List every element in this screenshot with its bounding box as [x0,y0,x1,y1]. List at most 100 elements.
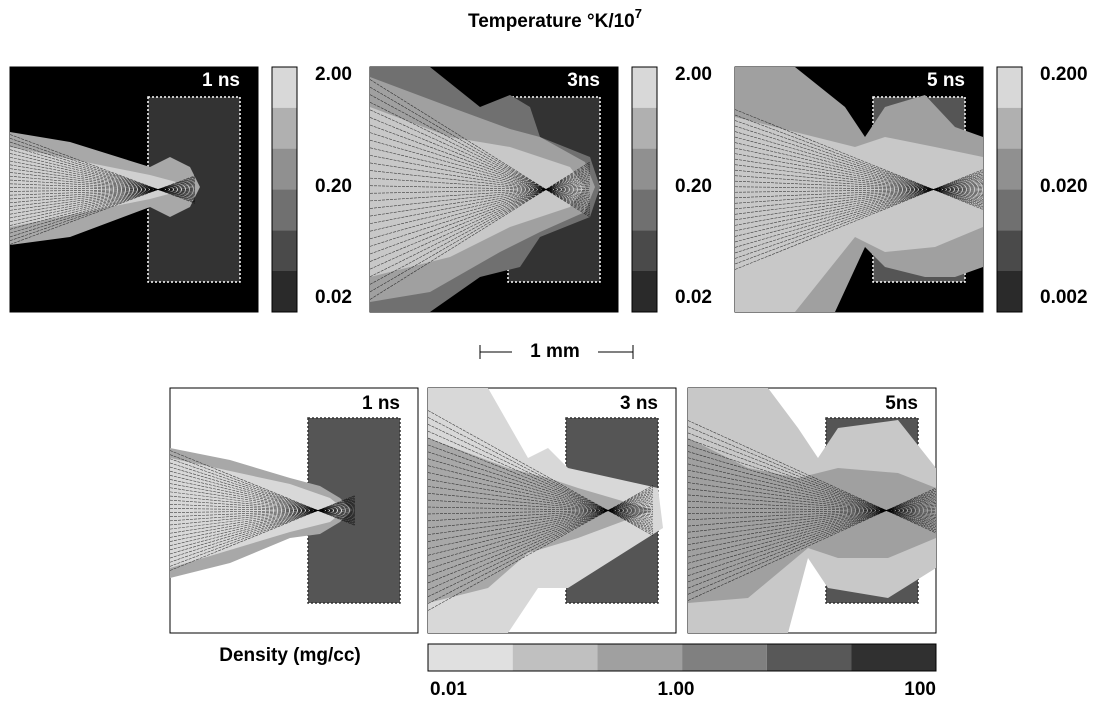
laser-ray [427,497,654,563]
laser-ray [734,178,984,232]
laser-ray [734,187,984,199]
laser-ray [734,147,984,201]
colorbar-title: Density (mg/cc) [219,645,360,666]
panel: 1 ns [9,66,259,313]
laser-ray [9,164,196,196]
colorbar-label: 100 [904,679,936,700]
laser-ray [369,132,591,205]
laser-ray [687,507,937,521]
colorbar-segment [428,644,513,671]
laser-ray [369,177,591,193]
colorbar-label: 0.01 [430,679,467,700]
colorbar-segment [766,644,852,671]
colorbar-frame [996,66,1023,313]
laser-ray [9,176,196,241]
laser-ray [169,491,356,516]
colorbar-segment [632,271,657,312]
laser-ray [9,138,196,203]
laser-ray [169,504,356,534]
laser-ray [734,125,984,206]
laser-ray [734,175,984,194]
colorbar-segment [851,644,937,671]
laser-ray [169,506,356,526]
laser-ray [427,490,654,591]
laser-ray [369,139,591,203]
laser-ray [369,124,591,206]
laser-ray [169,466,356,522]
colorbar-segment [997,230,1022,271]
scale-bar-label: 1 mm [530,341,580,362]
colorbar-frame [631,66,658,313]
laser-ray [427,486,654,604]
colorbar-segment [997,271,1022,312]
laser-ray [427,500,654,549]
laser-ray [9,134,196,204]
colorbar-segment [272,271,297,312]
laser-ray [369,117,591,208]
colorbar-segment [597,644,683,671]
laser-ray [427,437,654,529]
laser-ray [427,488,654,597]
laser-ray [687,494,937,515]
laser-ray [687,497,937,564]
laser-ray [687,493,937,576]
laser-ray [427,417,654,535]
colorbar-label: 2.00 [315,64,352,85]
colorbar-label: 0.200 [1040,64,1088,85]
laser-ray [427,472,654,521]
laser-ray [169,454,356,525]
panel: 3ns [369,66,619,313]
laser-ray [369,161,591,300]
laser-ray [369,170,591,195]
laser-ray [687,451,937,526]
laser-ray [734,131,984,205]
laser-ray [9,175,196,245]
colorbar-label: 0.02 [315,287,352,308]
laser-ray [369,184,591,209]
colorbar-label: 1.00 [658,679,695,700]
colorbar-segment [272,148,297,190]
laser-ray [427,499,654,556]
plume-region [428,438,653,603]
laser-ray [369,174,591,247]
panel: 5 ns [734,66,984,313]
colorbar-segment [632,107,657,149]
laser-ray [687,495,937,570]
laser-ray [734,142,984,202]
laser-ray [427,499,654,514]
laser-ray [687,445,937,528]
laser-ray [369,147,591,201]
laser-ray [427,502,654,542]
laser-ray [427,458,654,524]
laser-ray [427,509,654,515]
laser-ray [427,410,654,536]
laser-ray [687,506,937,527]
laser-ray [427,506,654,512]
laser-ray [369,185,591,191]
laser-ray [734,169,984,270]
laser-ray [734,164,984,197]
laser-ray [169,458,356,524]
laser-ray [687,488,937,517]
panel: 5ns [687,387,937,634]
colorbar-segment [682,644,767,671]
colorbar-frame [427,643,937,672]
laser-ray [169,497,356,563]
panel-time-label: 1 ns [202,70,240,91]
colorbar-label: 2.00 [675,64,712,85]
laser-ray [369,188,591,194]
plume-region [735,117,983,312]
colorbar-label: 0.020 [1040,176,1088,197]
panel: 3 ns [427,387,677,634]
laser-ray [9,172,196,195]
colorbar-segment [997,148,1022,190]
laser-ray [734,176,984,243]
laser-ray [369,180,591,224]
colorbar-segment [632,148,657,190]
laser-ray [9,145,196,201]
laser-ray [427,465,654,522]
colorbar-segment [997,107,1022,149]
panel-time-label: 5ns [885,393,918,414]
laser-ray [169,487,356,517]
